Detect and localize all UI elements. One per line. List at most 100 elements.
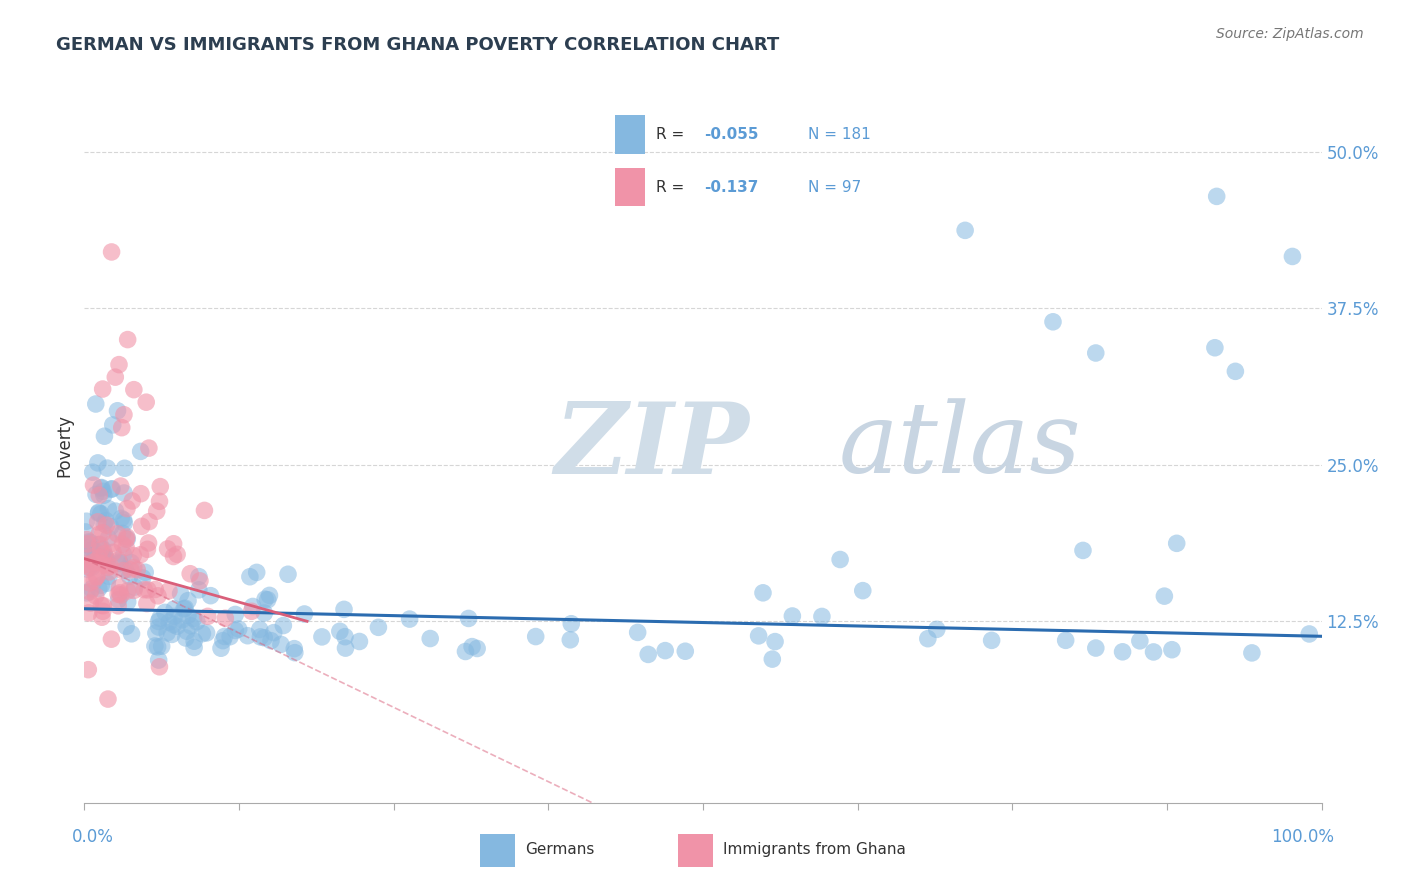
Point bbox=[108, 586, 131, 600]
Point bbox=[163, 609, 186, 624]
Point bbox=[143, 639, 166, 653]
Point bbox=[560, 616, 582, 631]
Point bbox=[87, 550, 110, 565]
Point bbox=[91, 525, 114, 540]
Point bbox=[86, 569, 108, 583]
Point bbox=[90, 481, 112, 495]
Point bbox=[90, 542, 112, 557]
Point bbox=[91, 484, 114, 499]
Point bbox=[179, 566, 201, 581]
Point bbox=[79, 549, 101, 564]
Point bbox=[163, 602, 186, 616]
Point bbox=[112, 548, 135, 562]
Point bbox=[79, 596, 101, 610]
Point bbox=[89, 537, 111, 551]
Point bbox=[157, 615, 180, 630]
Point bbox=[97, 569, 120, 583]
Point bbox=[162, 617, 184, 632]
Point bbox=[169, 587, 191, 601]
Point bbox=[89, 551, 111, 566]
Point bbox=[145, 504, 167, 518]
Point bbox=[197, 609, 219, 624]
Point bbox=[761, 652, 783, 666]
Point bbox=[1084, 346, 1107, 360]
Point bbox=[97, 501, 120, 516]
Point bbox=[91, 542, 114, 557]
Text: GERMAN VS IMMIGRANTS FROM GHANA POVERTY CORRELATION CHART: GERMAN VS IMMIGRANTS FROM GHANA POVERTY … bbox=[56, 36, 779, 54]
Point bbox=[79, 584, 101, 599]
Point bbox=[135, 395, 157, 409]
Point bbox=[253, 606, 276, 620]
Point bbox=[79, 575, 101, 590]
Point bbox=[830, 552, 852, 566]
Point bbox=[84, 397, 107, 411]
Point bbox=[138, 515, 160, 529]
Point bbox=[980, 633, 1002, 648]
Point bbox=[917, 632, 939, 646]
Point bbox=[87, 456, 110, 470]
Point bbox=[176, 624, 198, 639]
Point bbox=[107, 592, 129, 607]
Point bbox=[108, 358, 131, 372]
Point bbox=[212, 633, 235, 648]
Point bbox=[77, 663, 100, 677]
Point bbox=[1240, 646, 1263, 660]
Point bbox=[91, 558, 114, 573]
Point bbox=[1161, 642, 1184, 657]
Point bbox=[242, 599, 264, 614]
Point bbox=[75, 524, 97, 539]
Text: ZIP: ZIP bbox=[554, 398, 749, 494]
Point bbox=[195, 626, 218, 640]
Point bbox=[91, 382, 114, 396]
Point bbox=[1111, 645, 1133, 659]
Point bbox=[122, 549, 145, 563]
Point bbox=[100, 482, 122, 496]
Point bbox=[93, 488, 115, 502]
Point bbox=[249, 630, 271, 644]
Point bbox=[107, 553, 129, 567]
Y-axis label: Poverty: Poverty bbox=[55, 415, 73, 477]
Point bbox=[260, 633, 283, 648]
Point bbox=[240, 604, 263, 618]
Point bbox=[174, 631, 197, 645]
Point bbox=[94, 553, 117, 567]
Point bbox=[90, 578, 112, 592]
Point bbox=[107, 403, 129, 417]
Point bbox=[263, 625, 285, 640]
Point bbox=[166, 619, 188, 633]
Point bbox=[76, 586, 98, 600]
Point bbox=[76, 562, 98, 576]
Point bbox=[111, 537, 134, 551]
Point bbox=[560, 632, 582, 647]
Point bbox=[627, 625, 650, 640]
Point bbox=[129, 486, 152, 500]
Point bbox=[673, 644, 696, 658]
Point bbox=[82, 465, 104, 479]
Point bbox=[100, 519, 122, 533]
Point bbox=[110, 479, 132, 493]
Point bbox=[87, 505, 110, 519]
Point bbox=[953, 223, 976, 237]
Point bbox=[239, 570, 262, 584]
Point bbox=[112, 408, 135, 422]
Point bbox=[148, 653, 170, 667]
Point bbox=[419, 632, 441, 646]
Point bbox=[104, 370, 127, 384]
Point bbox=[76, 514, 98, 528]
Point bbox=[236, 629, 259, 643]
Point bbox=[100, 244, 122, 259]
Point bbox=[96, 553, 118, 567]
Point bbox=[162, 537, 184, 551]
Point bbox=[79, 560, 101, 574]
Point bbox=[811, 609, 834, 624]
Point bbox=[108, 555, 131, 569]
Point bbox=[782, 609, 804, 624]
Point bbox=[143, 582, 166, 597]
Point bbox=[97, 560, 120, 574]
Point bbox=[96, 576, 118, 591]
Point bbox=[1129, 633, 1152, 648]
Point bbox=[763, 634, 786, 648]
Point bbox=[461, 640, 484, 654]
Text: 100.0%: 100.0% bbox=[1271, 828, 1334, 846]
Point bbox=[93, 429, 115, 443]
